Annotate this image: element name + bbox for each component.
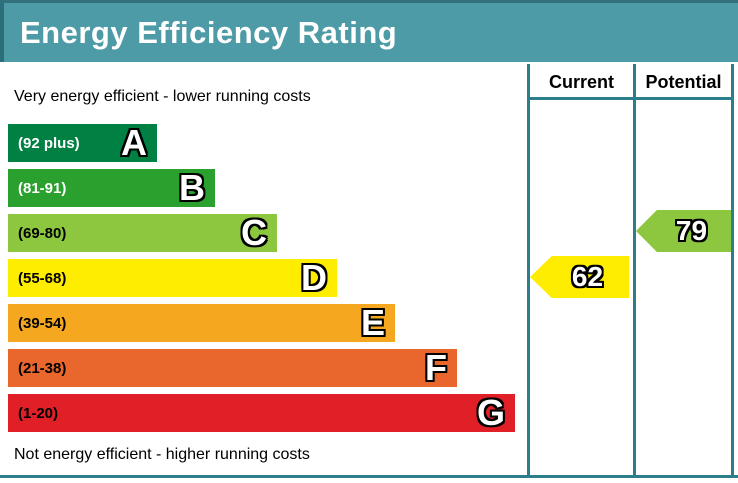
bottom-border [0, 475, 738, 478]
divider-potential-column [633, 64, 636, 478]
caption-bottom: Not energy efficient - higher running co… [14, 446, 310, 463]
band-a-range: (92 plus) [18, 134, 80, 152]
band-d-range: (55-68) [18, 269, 67, 287]
band-a: (92 plus) A [8, 124, 157, 162]
divider-current-column [527, 64, 530, 478]
band-f: (21-38) F [8, 349, 457, 387]
band-c-letter: C [241, 212, 267, 253]
header-underline [527, 97, 734, 100]
chart-title: Energy Efficiency Rating [20, 14, 398, 50]
band-f-letter: F [425, 347, 447, 388]
band-e: (39-54) E [8, 304, 395, 342]
band-f-range: (21-38) [18, 359, 67, 377]
band-e-range: (39-54) [18, 314, 67, 332]
chart-title-bar: Energy Efficiency Rating [0, 0, 738, 62]
potential-rating-value: 79 [675, 215, 708, 246]
band-g-range: (1-20) [18, 404, 59, 422]
rating-bands: (92 plus) A (81-91) B (69-80) C (55-68) … [8, 124, 515, 439]
current-rating-arrow: 62 [530, 256, 629, 298]
potential-column-header: Potential [645, 72, 722, 92]
band-g: (1-20) G [8, 394, 515, 432]
band-b-range: (81-91) [18, 179, 67, 197]
potential-rating-arrow: 79 [636, 210, 731, 252]
band-a-letter: A [121, 122, 147, 163]
caption-top: Very energy efficient - lower running co… [14, 88, 311, 105]
band-d-letter: D [301, 257, 327, 298]
right-border [731, 64, 734, 478]
band-d: (55-68) D [8, 259, 337, 297]
band-b: (81-91) B [8, 169, 215, 207]
band-c: (69-80) C [8, 214, 277, 252]
band-g-letter: G [476, 392, 505, 433]
band-c-range: (69-80) [18, 224, 67, 242]
band-b-letter: B [179, 167, 205, 208]
band-e-letter: E [360, 302, 385, 343]
current-rating-value: 62 [571, 261, 604, 292]
current-column-header: Current [548, 72, 614, 92]
